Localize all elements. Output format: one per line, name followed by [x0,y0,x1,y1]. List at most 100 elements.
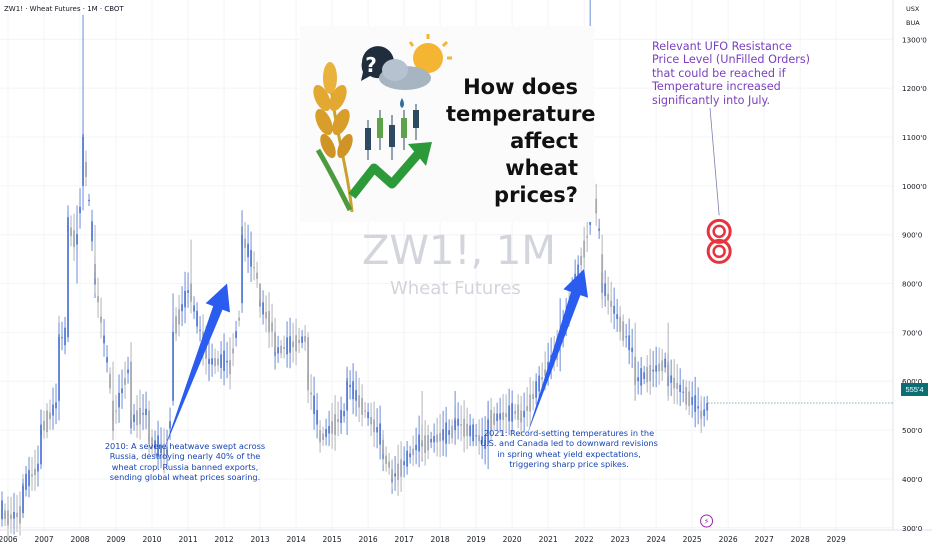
y-tick-label: 900'0 [902,231,923,240]
candle-body [274,332,276,352]
candle-body [418,434,421,452]
candle-body [667,361,670,377]
candle-body [619,316,622,332]
candle-body [133,414,135,423]
candle-body [247,243,249,258]
candle-body [337,418,340,422]
x-tick-label: 2014 [287,535,306,544]
candle-body [370,417,373,425]
candle-body [394,473,397,477]
note-2010-line-2: Russia, destroying nearly 40% of the [109,451,261,462]
candle-body [670,375,673,383]
candle-body [484,435,487,449]
candle-body [637,377,640,382]
candle-body [427,435,430,451]
candle-body [55,402,57,409]
candle-body [172,332,174,401]
headline-line-4: prices? [494,183,578,207]
x-tick-label: 2015 [323,535,342,544]
note-2021-line-1: 2021: Record-setting temperatures in the [483,428,655,438]
candle-body [700,410,703,416]
ufo-note-line-5: significantly into July. [652,93,771,107]
candle-body [496,413,499,422]
note-2021-line-4: triggering sharp price spikes. [509,459,629,470]
candle-body [163,447,165,458]
candle-body [241,234,243,304]
candle-body [283,347,286,349]
candle-body [313,395,316,415]
trend-arrow [527,268,588,435]
candle-body [103,335,105,344]
candle-body [115,410,117,412]
candle-body [361,398,364,415]
candle-body [490,409,493,431]
x-tick-label: 2029 [827,535,846,544]
candle-body [601,254,604,284]
candle-body [679,384,682,393]
candle-body [454,420,457,431]
x-tick-label: 2011 [179,535,198,544]
candle-body [691,396,694,405]
note-2010: 2010: A severe heatwave swept across Rus… [86,441,284,483]
x-tick-label: 2019 [467,535,486,544]
note-2010-line-3: wheat crop. Russia banned exports, [111,461,259,472]
candle-body [358,395,361,408]
candle-body [304,336,307,342]
candle-body [547,361,550,370]
candle-body [199,329,201,331]
candle-body [580,255,583,266]
x-tick-label: 2025 [683,535,702,544]
candle-body [607,293,610,301]
candle-body [457,418,460,426]
y-tick-label: 300'0 [902,524,923,533]
infographic-headline: How does temperature affect wheat prices… [446,74,596,209]
candle-body [49,412,51,420]
watermark-symbol: ZW1!, 1M [362,228,556,274]
ufo-note-line-3: that could be reached if [652,66,786,80]
trend-arrow [164,283,230,450]
y-tick-label: 800'0 [902,280,923,289]
ufo-leader-line [709,107,720,216]
candle-body [307,337,310,382]
y-tick-label: 500'0 [902,426,923,435]
headline-line-1: How does [463,75,578,99]
candle-body [232,348,234,354]
candle-body [157,435,159,457]
candle-body [646,367,649,383]
x-tick-label: 2009 [106,535,125,544]
candle-body [436,434,439,443]
candle-body [265,311,267,319]
candle-body [598,228,601,231]
candle-body [349,384,352,388]
candle-body [409,453,412,458]
x-tick-label: 2006 [0,535,18,544]
candle-body [277,347,279,354]
candle-body [76,234,78,245]
candle-body [430,438,433,443]
unit-label: BUA [906,19,920,27]
candle-body [142,413,144,415]
x-tick-label: 2026 [719,535,738,544]
candle-body [481,436,484,444]
candle-body [130,361,132,421]
ufo-note: Relevant UFO Resistance Price Level (UnF… [652,40,820,107]
candle-body [706,402,709,411]
y-tick-label: 1000'0 [902,182,927,191]
candle-body [217,358,219,366]
y-tick-label: 1100'0 [902,133,927,142]
candle-body [28,470,30,487]
candle-body [7,510,9,526]
candle-body [40,430,42,465]
candle-body [61,337,63,339]
candle-body [583,240,586,258]
candle-body [403,461,406,466]
candle-body [31,474,33,477]
candle-body [526,406,529,411]
ufo-note-line-1: Relevant UFO Resistance [652,40,792,53]
annotation-arrows [164,107,732,450]
candle-body [262,302,264,315]
candle-body [223,350,225,371]
candle-body [220,354,222,368]
